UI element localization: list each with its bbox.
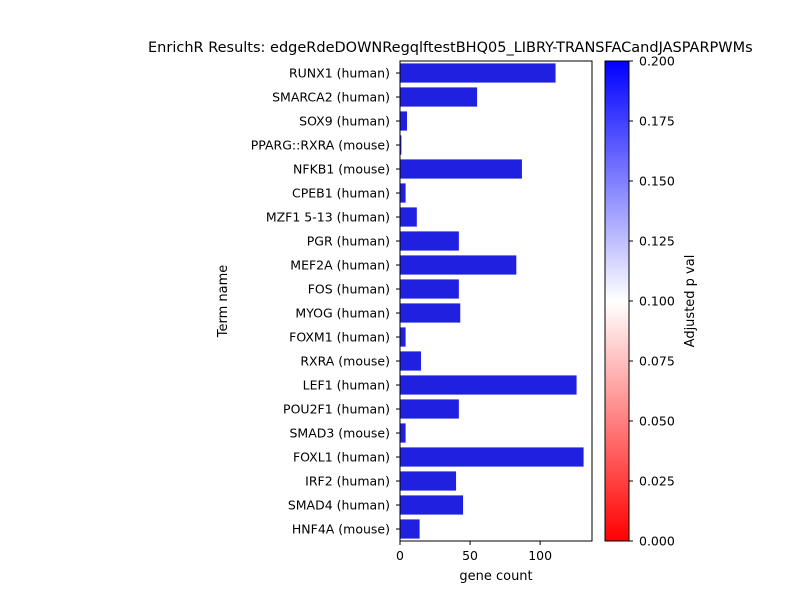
y-tick-labels: RUNX1 (human) SMARCA2 (human) SOX9 (human)… xyxy=(251,66,400,537)
colorbar-tick-label: 0.175 xyxy=(639,114,675,129)
colorbar-tick-label: 0.075 xyxy=(639,354,675,369)
y-tick-label: SOX9 (human) xyxy=(299,114,390,129)
bar xyxy=(400,207,417,227)
y-tick-label: SMARCA2 (human) xyxy=(272,90,390,105)
colorbar-tick-label: 0.125 xyxy=(639,234,675,249)
bars-group xyxy=(400,63,584,539)
bar xyxy=(400,399,459,419)
bar xyxy=(400,87,478,107)
y-tick-label: MEF2A (human) xyxy=(290,258,390,273)
colorbar-label: Adjusted p val xyxy=(683,255,698,348)
bar xyxy=(400,111,408,131)
y-axis-label: Term name xyxy=(216,265,231,339)
y-tick-label: MYOG (human) xyxy=(295,306,390,321)
chart-title: EnrichR Results: edgeRdeDOWNRegqlftestBH… xyxy=(148,40,753,56)
colorbar-tick-label: 0.025 xyxy=(639,474,675,489)
colorbar xyxy=(604,60,630,542)
y-tick-label: SMAD3 (mouse) xyxy=(289,426,390,441)
y-tick-label: FOS (human) xyxy=(308,282,390,297)
bar xyxy=(400,423,406,443)
x-tick-label: 0 xyxy=(396,548,404,563)
bar xyxy=(400,375,577,395)
bar xyxy=(400,183,406,203)
bar xyxy=(400,159,522,179)
bar xyxy=(400,327,406,347)
y-tick-label: HNF4A (mouse) xyxy=(292,522,390,537)
bar xyxy=(400,63,556,83)
colorbar-tick-label: 0.000 xyxy=(639,534,675,549)
bar xyxy=(400,135,402,155)
y-tick-label: PPARG::RXRA (mouse) xyxy=(251,138,390,153)
y-tick-label: MZF1 5-13 (human) xyxy=(266,210,390,225)
y-tick-label: LEF1 (human) xyxy=(303,378,390,393)
y-tick-label: IRF2 (human) xyxy=(305,474,390,489)
bar xyxy=(400,279,459,299)
y-tick-label: NFKB1 (mouse) xyxy=(293,162,390,177)
bar xyxy=(400,519,420,539)
bar xyxy=(400,255,517,275)
colorbar-tick-label: 0.100 xyxy=(639,294,675,309)
colorbar-tick-label: 0.150 xyxy=(639,174,675,189)
colorbar-tick-label: 0.200 xyxy=(639,54,675,69)
y-tick-label: SMAD4 (human) xyxy=(288,498,390,513)
bar xyxy=(400,351,422,371)
y-tick-label: PGR (human) xyxy=(307,234,390,249)
y-tick-label: RUNX1 (human) xyxy=(289,66,390,81)
x-tick-label: 100 xyxy=(528,548,552,563)
y-tick-label: FOXM1 (human) xyxy=(289,330,390,345)
x-tick-label: 50 xyxy=(462,548,478,563)
y-tick-label: POU2F1 (human) xyxy=(283,402,390,417)
bar xyxy=(400,303,461,323)
bar xyxy=(400,447,584,467)
colorbar-tick-label: 0.050 xyxy=(639,414,675,429)
bar xyxy=(400,231,459,251)
y-tick-label: RXRA (mouse) xyxy=(300,354,390,369)
colorbar-ticks: 0.000 0.025 0.050 0.075 0.100 0.125 0.150 0.175… xyxy=(629,54,675,549)
plot-frame xyxy=(399,60,593,542)
y-tick-label: CPEB1 (human) xyxy=(292,186,390,201)
y-tick-label: FOXL1 (human) xyxy=(293,450,390,465)
x-axis-label: gene count xyxy=(459,569,532,584)
x-axis: 0 50 100 xyxy=(396,541,552,563)
bar xyxy=(400,495,464,515)
bar xyxy=(400,471,457,491)
